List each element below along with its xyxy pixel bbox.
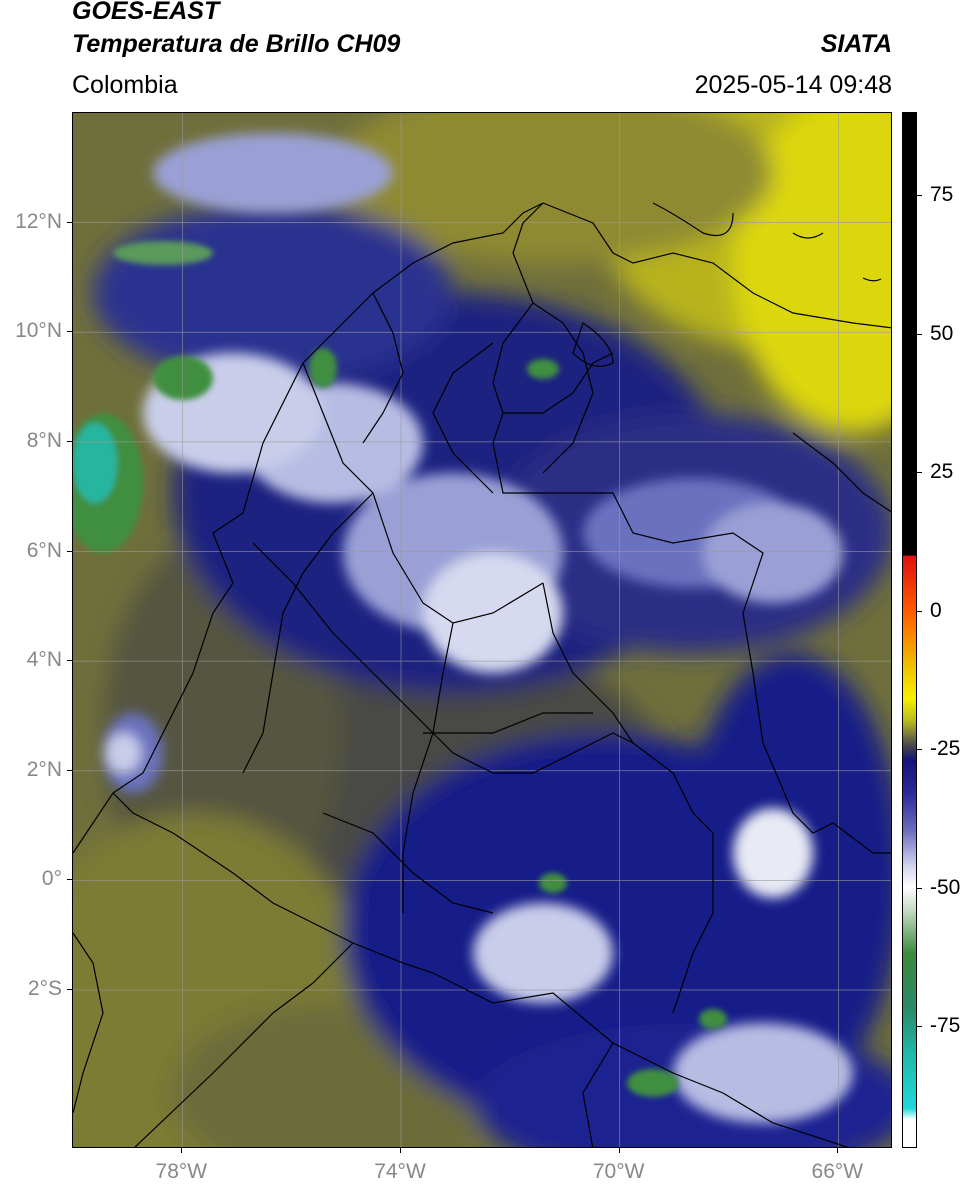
lat-tick	[67, 550, 72, 552]
graticule	[73, 113, 891, 1147]
colorbar	[902, 112, 917, 1148]
lat-tick	[67, 440, 72, 442]
lon-label: 70°W	[592, 1160, 645, 1183]
coldest-cores	[73, 241, 727, 1097]
lon-tick	[837, 1148, 839, 1153]
lat-label: 6°N	[26, 538, 62, 562]
borders	[73, 202, 891, 1147]
lat-label: 4°N	[26, 648, 62, 672]
colorbar-tick	[917, 333, 922, 335]
lat-label: 8°N	[26, 428, 62, 452]
lat-label: 2°N	[26, 757, 62, 781]
lat-tick	[67, 331, 72, 333]
satellite-title: GOES-EAST	[72, 0, 220, 25]
lon-label: 74°W	[374, 1160, 426, 1183]
colorbar-label: 0	[930, 598, 942, 622]
lat-tick	[67, 769, 72, 771]
lat-label: 12°N	[15, 209, 62, 233]
colorbar-label: -25	[930, 737, 961, 761]
lat-tick	[67, 660, 72, 662]
colorbar-tick	[917, 1026, 922, 1028]
lon-label: 66°W	[811, 1160, 864, 1183]
colorbar-tick	[917, 749, 922, 751]
lat-label: 10°N	[15, 319, 62, 343]
colorbar-tick	[917, 887, 922, 889]
region-label: Colombia	[72, 71, 178, 99]
lat-tick	[67, 989, 72, 991]
colorbar-label: 50	[930, 321, 954, 345]
satellite-map	[72, 112, 892, 1148]
colorbar-tick	[917, 610, 922, 612]
colorbar-tick	[917, 195, 922, 197]
colorbar-label: -75	[930, 1014, 961, 1038]
product-title: Temperatura de Brillo CH09	[72, 30, 401, 58]
datetime-label: 2025-05-14 09:48	[694, 71, 892, 99]
source-label: SIATA	[820, 30, 892, 58]
lat-tick	[67, 221, 72, 223]
colorbar-label: 25	[930, 460, 954, 484]
map-svg	[73, 113, 891, 1147]
lat-label: 2°S	[27, 977, 62, 1001]
lat-tick	[67, 879, 72, 881]
colorbar-tick	[917, 472, 922, 474]
lon-tick	[618, 1148, 620, 1153]
colorbar-label: -50	[930, 875, 961, 899]
lon-tick	[400, 1148, 401, 1153]
lon-tick	[181, 1148, 183, 1153]
lat-label: 0°	[41, 867, 62, 891]
colorbar-label: 75	[930, 183, 954, 207]
lon-label: 78°W	[155, 1160, 208, 1183]
